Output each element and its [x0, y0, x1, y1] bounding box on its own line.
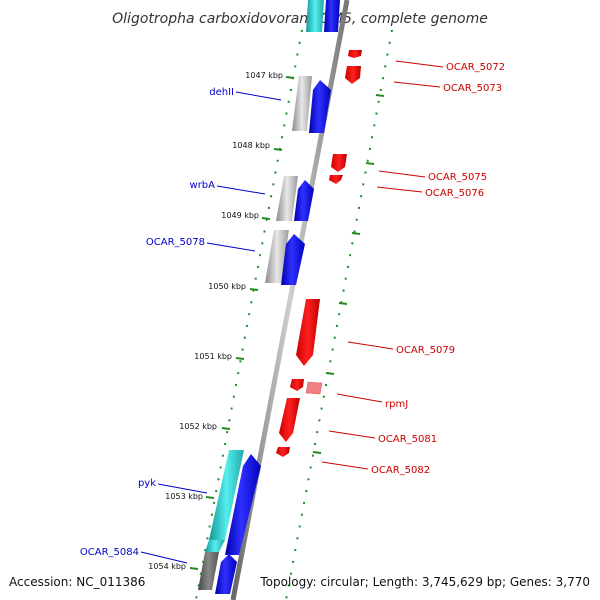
cyan-block-pyk [209, 450, 244, 540]
gene-label-OCAR_5081[interactable]: OCAR_5081 [378, 434, 437, 445]
outer-dotted-ring [285, 29, 393, 600]
gene-label-dehII[interactable]: dehII [209, 87, 234, 98]
leader-line [140, 551, 188, 564]
tick-mark [365, 162, 375, 165]
leader-line [378, 170, 426, 178]
gene-label-OCAR_5079[interactable]: OCAR_5079 [396, 345, 455, 356]
gray-block-dehII [292, 76, 312, 131]
tick-mark [351, 232, 361, 235]
forward-cds-top [324, 0, 340, 32]
ticks: 1047 kbp 1048 kbp 1049 kbp 1050 kbp 1051… [148, 71, 385, 571]
tick-mark [235, 357, 245, 360]
leader-line [328, 430, 376, 439]
right-labels: OCAR_5072 OCAR_5073 OCAR_5075 OCAR_5076 … [321, 60, 505, 476]
gene-label-OCAR_5084[interactable]: OCAR_5084 [80, 547, 139, 558]
reverse-cds-OCAR_5073 [345, 66, 361, 84]
gene-label-OCAR_5073[interactable]: OCAR_5073 [443, 83, 502, 94]
map-title: Oligotropha carboxidovorans OM5, complet… [112, 11, 488, 27]
tick-mark [312, 451, 322, 454]
reverse-cds-OCAR_5082 [276, 447, 290, 457]
forward-cds-dehII [309, 80, 331, 133]
cyan-block-top [306, 0, 324, 32]
leader-line [206, 242, 256, 252]
inner-dotted-ring [195, 29, 303, 600]
leader-line [157, 483, 208, 494]
tick-mark [375, 94, 385, 97]
dark-block-OCAR_5084 [198, 552, 219, 590]
gene-label-wrbA[interactable]: wrbA [190, 180, 216, 191]
gene-label-OCAR_5075[interactable]: OCAR_5075 [428, 172, 487, 183]
tick-mark [221, 427, 231, 430]
tick-label: 1050 kbp [208, 282, 246, 291]
forward-strand-features [198, 76, 331, 594]
leader-line [376, 186, 423, 193]
tick-label: 1049 kbp [221, 211, 259, 220]
tick-mark [261, 217, 271, 220]
tick-mark [189, 567, 199, 570]
reverse-cds-OCAR_5076 [329, 175, 343, 184]
left-labels: dehII wrbA OCAR_5078 pyk OCAR_5084 [80, 87, 282, 564]
gene-label-OCAR_5076[interactable]: OCAR_5076 [425, 188, 484, 199]
tick-label: 1047 kbp [245, 71, 283, 80]
tick-label: 1053 kbp [165, 492, 203, 501]
tick-mark [285, 76, 295, 79]
reverse-cds-OCAR_5079 [296, 299, 320, 366]
gene-label-OCAR_5082[interactable]: OCAR_5082 [371, 465, 430, 476]
leader-line [216, 185, 266, 195]
gray-block-wrbA [276, 176, 298, 221]
tick-mark [273, 148, 283, 151]
tick-mark [338, 302, 348, 305]
leader-line [395, 60, 444, 68]
reverse-cds-OCAR_5072 [348, 50, 362, 58]
cyan-block-OCAR_5084 [205, 540, 225, 552]
leader-line [336, 393, 383, 403]
reverse-cds-rpmJ-a [290, 379, 304, 391]
tick-label: 1054 kbp [148, 562, 186, 571]
leader-line [347, 341, 394, 350]
tick-mark [205, 496, 215, 499]
forward-cds-OCAR_5084 [215, 554, 237, 594]
tick-mark [249, 288, 259, 291]
reverse-cds-OCAR_5075 [331, 154, 347, 172]
gene-label-OCAR_5072[interactable]: OCAR_5072 [446, 62, 505, 73]
leader-line [393, 81, 441, 88]
forward-cds-OCAR_5078 [281, 234, 305, 285]
reverse-cds-OCAR_5081 [279, 398, 300, 442]
gene-label-rpmJ[interactable]: rpmJ [385, 399, 408, 410]
tick-label: 1052 kbp [179, 422, 217, 431]
gene-label-pyk[interactable]: pyk [138, 478, 156, 489]
tick-mark [325, 372, 335, 375]
leader-line [235, 91, 282, 101]
reverse-cds-rpmJ [305, 381, 323, 395]
leader-line [321, 461, 369, 470]
reverse-strand-features [276, 50, 362, 457]
topology-text: Topology: circular; Length: 3,745,629 bp… [259, 575, 590, 589]
forward-cds-wrbA [294, 180, 314, 221]
tick-label: 1051 kbp [194, 352, 232, 361]
forward-cds-pyk [225, 454, 261, 555]
tick-label: 1048 kbp [232, 141, 270, 150]
gene-label-OCAR_5078[interactable]: OCAR_5078 [146, 237, 205, 248]
accession-text: Accession: NC_011386 [9, 575, 145, 589]
